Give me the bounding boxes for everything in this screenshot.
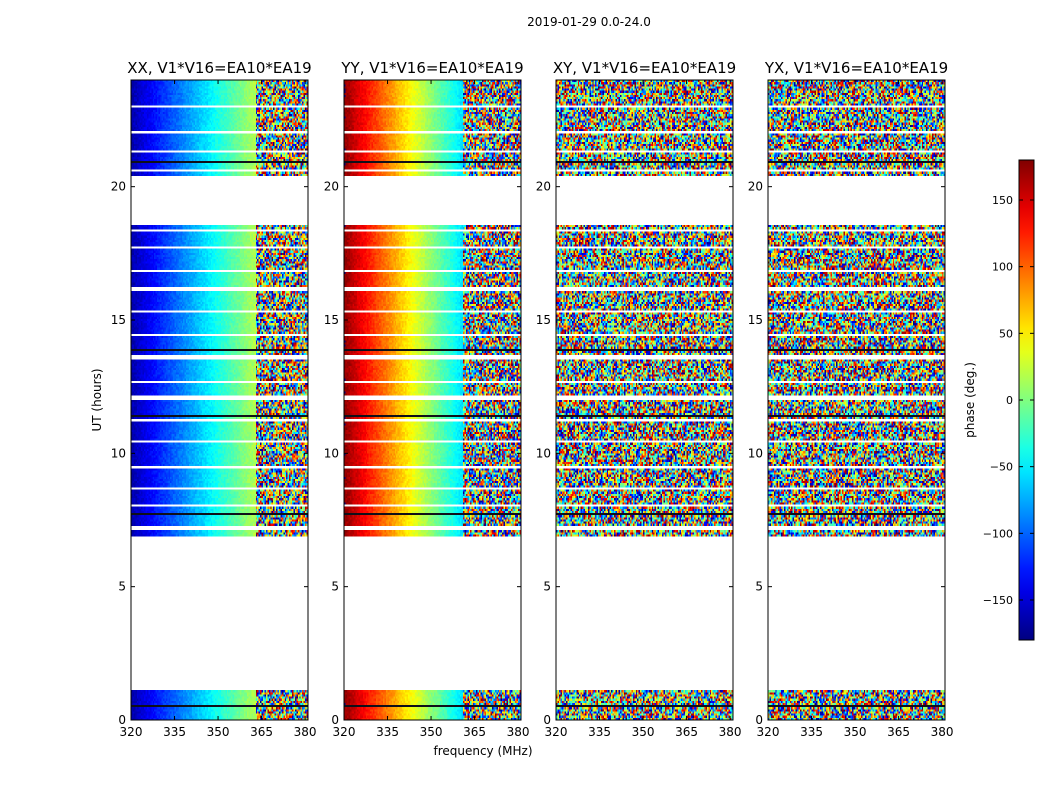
colorbar-tick-label: −100 [983,527,1013,540]
colorbar: −150 −100 −50 0 50 100 150 phase (deg.) [963,159,1035,641]
colorbar-tick-label: −150 [983,594,1013,607]
y-tick-label: 0 [755,713,763,727]
x-tick-label: 320 [333,725,356,739]
y-tick-label: 20 [748,180,763,194]
colorbar-tick-label: 0 [1006,394,1013,407]
y-tick-label: 5 [331,580,339,594]
y-tick-label: 10 [748,446,763,460]
y-tick-label: 10 [324,446,339,460]
axes-frame [767,79,946,721]
panel-title: XX, V1*V16=EA10*EA19 [127,59,311,77]
x-tick-label: 380 [294,725,317,739]
x-tick-label: 335 [800,725,823,739]
y-tick-label: 20 [111,180,126,194]
y-axis-label: UT (hours) [90,368,104,431]
axes-frame [555,79,734,721]
heatmap-image [131,80,308,720]
x-tick-label: 335 [163,725,186,739]
x-tick-label: 365 [887,725,910,739]
heatmap-image [556,80,733,720]
y-tick-label: 10 [111,446,126,460]
x-tick-label: 380 [931,725,954,739]
colorbar-tick-label: −50 [990,461,1013,474]
x-tick-label: 365 [675,725,698,739]
y-tick-label: 20 [324,180,339,194]
y-tick-label: 15 [536,313,551,327]
y-tick-label: 10 [536,446,551,460]
panels-group: XX, V1*V16=EA10*EA19 320 335 350 365 380 0 5 10 1… [111,59,954,739]
y-tick-label: 0 [331,713,339,727]
panel-title: YY, V1*V16=EA10*EA19 [340,59,523,77]
x-tick-label: 350 [420,725,443,739]
panel-title: YX, V1*V16=EA10*EA19 [764,59,948,77]
axes-frame [130,79,309,721]
colorbar-tick-label: 100 [992,261,1013,274]
y-tick-label: 15 [111,313,126,327]
colorbar-tick-label: 50 [999,327,1013,340]
colorbar-tick-label: 150 [992,194,1013,207]
x-tick-label: 365 [463,725,486,739]
x-axis-label: frequency (MHz) [433,744,532,758]
y-tick-label: 5 [755,580,763,594]
x-tick-label: 365 [250,725,273,739]
y-tick-label: 5 [118,580,126,594]
x-tick-label: 320 [120,725,143,739]
y-tick-label: 0 [543,713,551,727]
y-tick-label: 5 [543,580,551,594]
x-tick-label: 335 [376,725,399,739]
heatmap-image [344,80,521,720]
heatmap-image [768,80,945,720]
y-tick-label: 20 [536,180,551,194]
y-tick-label: 15 [324,313,339,327]
x-tick-label: 320 [545,725,568,739]
x-tick-label: 380 [507,725,530,739]
panel-4: YX, V1*V16=EA10*EA19 320 335 350 365 380 0 5 10 1… [748,59,954,739]
colorbar-label: phase (deg.) [963,362,977,438]
panel-title: XY, V1*V16=EA10*EA19 [553,59,736,77]
x-tick-label: 380 [719,725,742,739]
x-tick-label: 335 [588,725,611,739]
panel-1: XX, V1*V16=EA10*EA19 320 335 350 365 380 0 5 10 1… [111,59,317,739]
figure-suptitle: 2019-01-29 0.0-24.0 [527,15,651,29]
x-tick-label: 350 [207,725,230,739]
panel-2: YY, V1*V16=EA10*EA19 320 335 350 365 380 0 5 10 1… [324,59,530,739]
y-tick-label: 0 [118,713,126,727]
x-tick-label: 350 [844,725,867,739]
x-tick-label: 320 [757,725,780,739]
panel-3: XY, V1*V16=EA10*EA19 320 335 350 365 380 0 5 10 1… [536,59,742,739]
x-tick-label: 350 [632,725,655,739]
axes-frame [343,79,522,721]
y-tick-label: 15 [748,313,763,327]
